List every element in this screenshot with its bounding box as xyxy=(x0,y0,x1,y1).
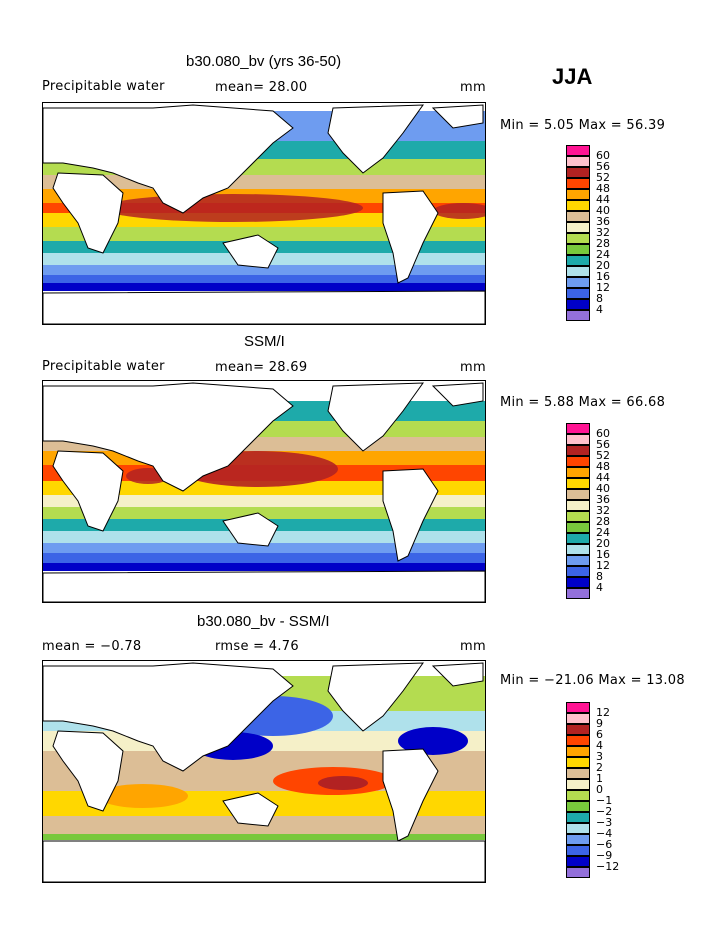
panel-1-variable-label: Precipitable water xyxy=(42,79,165,94)
colorbar-tick: 32 xyxy=(596,504,610,517)
panel-3-map xyxy=(42,660,486,883)
colorbar-tick: 44 xyxy=(596,471,610,484)
panel-2-map xyxy=(42,380,486,603)
colorbar-tick: −12 xyxy=(596,860,620,873)
colorbar-tick: 24 xyxy=(596,526,610,539)
colorbar-tick: 24 xyxy=(596,248,610,261)
colorbar-tick: −2 xyxy=(596,805,613,818)
colorbar-tick: 32 xyxy=(596,226,610,239)
colorbar-tick: 44 xyxy=(596,193,610,206)
colorbar-tick: −9 xyxy=(596,849,613,862)
colorbar-tick: 12 xyxy=(596,559,610,572)
colorbar-tick: −1 xyxy=(596,794,613,807)
panel-3-colorbar: 12 9 6 4 3 2 1 0 −1 −2 −3 −4 −6 −9 −12 xyxy=(566,702,626,882)
panel-2-unit-label: mm xyxy=(460,360,486,375)
colorbar-tick: −3 xyxy=(596,816,613,829)
colorbar-tick: 28 xyxy=(596,515,610,528)
colorbar-tick: 36 xyxy=(596,493,610,506)
colorbar-tick: 40 xyxy=(596,204,610,217)
colorbar-tick: 52 xyxy=(596,171,610,184)
colorbar-tick: 40 xyxy=(596,482,610,495)
colorbar-tick: 9 xyxy=(596,717,603,730)
panel-1-min-max: Min = 5.05 Max = 56.39 xyxy=(500,118,666,133)
colorbar-tick: 16 xyxy=(596,548,610,561)
colorbar-tick: 12 xyxy=(596,706,610,719)
colorbar-tick: 56 xyxy=(596,438,610,451)
colorbar-tick: 6 xyxy=(596,728,603,741)
colorbar-tick: 52 xyxy=(596,449,610,462)
colorbar-tick: 56 xyxy=(596,160,610,173)
colorbar-tick: 4 xyxy=(596,581,603,594)
panel-2-title: SSM/I xyxy=(244,333,285,350)
panel-2-colorbar: 60 56 52 48 44 40 36 32 28 24 20 16 12 8… xyxy=(566,423,626,603)
panel-1-title: b30.080_bv (yrs 36-50) xyxy=(186,53,342,70)
panel-3-title: b30.080_bv - SSM/I xyxy=(197,613,330,630)
panel-3-rmse-label: rmse = 4.76 xyxy=(215,639,299,654)
colorbar-tick: 60 xyxy=(596,149,610,162)
colorbar-tick: 0 xyxy=(596,783,603,796)
colorbar-tick: 28 xyxy=(596,237,610,250)
season-label: JJA xyxy=(552,64,593,89)
colorbar-tick: 8 xyxy=(596,292,603,305)
colorbar-tick: 48 xyxy=(596,182,610,195)
panel-1-colorbar: 60 56 52 48 44 40 36 32 28 24 20 16 12 8… xyxy=(566,145,626,325)
colorbar-tick: 8 xyxy=(596,570,603,583)
colorbar-tick: 60 xyxy=(596,427,610,440)
colorbar-tick: 36 xyxy=(596,215,610,228)
panel-2-variable-label: Precipitable water xyxy=(42,359,165,374)
panel-1-map xyxy=(42,102,486,325)
colorbar-tick: 1 xyxy=(596,772,603,785)
colorbar-tick: 48 xyxy=(596,460,610,473)
colorbar-tick: 20 xyxy=(596,259,610,272)
panel-3-mean-label: mean = −0.78 xyxy=(42,639,142,654)
colorbar-tick: 4 xyxy=(596,739,603,752)
colorbar-tick: −4 xyxy=(596,827,613,840)
panel-1-mean-label: mean= 28.00 xyxy=(215,80,308,95)
colorbar-tick: −6 xyxy=(596,838,613,851)
colorbar-tick: 16 xyxy=(596,270,610,283)
colorbar-tick: 4 xyxy=(596,303,603,316)
panel-1-unit-label: mm xyxy=(460,80,486,95)
panel-2-mean-label: mean= 28.69 xyxy=(215,360,308,375)
colorbar-tick: 3 xyxy=(596,750,603,763)
colorbar-tick: 12 xyxy=(596,281,610,294)
colorbar-tick: 20 xyxy=(596,537,610,550)
panel-3-min-max: Min = −21.06 Max = 13.08 xyxy=(500,673,685,688)
colorbar-tick: 2 xyxy=(596,761,603,774)
panel-3-unit-label: mm xyxy=(460,639,486,654)
panel-2-min-max: Min = 5.88 Max = 66.68 xyxy=(500,395,666,410)
